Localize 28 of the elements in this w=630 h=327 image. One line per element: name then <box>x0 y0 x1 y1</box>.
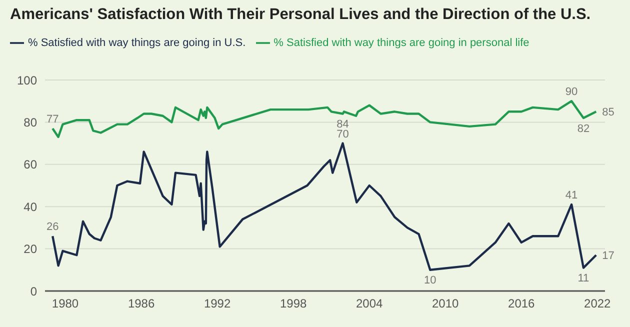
annotation: 77 <box>46 114 59 126</box>
annotation: 10 <box>424 274 436 287</box>
y-tick-label: 80 <box>24 115 38 130</box>
y-tick-label: 40 <box>24 200 38 214</box>
x-tick-label: 2004 <box>356 296 384 311</box>
y-tick-label: 100 <box>16 73 38 88</box>
annotation: 26 <box>46 221 59 234</box>
x-tick-label: 2022 <box>584 296 612 311</box>
annotation: 11 <box>578 272 590 285</box>
annotation: 70 <box>336 128 349 140</box>
legend-label: % Satisfied with way things are going in U.S. <box>28 36 246 49</box>
annotation: 85 <box>602 106 614 119</box>
annotation: 90 <box>565 86 578 98</box>
y-tick-label: 60 <box>24 158 38 172</box>
x-tick-label: 2016 <box>508 296 536 311</box>
y-tick-label: 20 <box>24 242 38 256</box>
annotation: 82 <box>577 122 590 135</box>
x-tick-label: 1980 <box>52 296 79 311</box>
annotation: 84 <box>336 118 349 131</box>
chart-title: Americans' Satisfaction With Their Personal Lives and the Direction of the U.S. <box>10 6 591 24</box>
annotation: 41 <box>565 189 578 202</box>
y-tick-label: 0 <box>30 284 38 298</box>
x-tick-label: 1992 <box>204 296 231 311</box>
x-tick-label: 1986 <box>128 296 155 311</box>
x-tick-label: 1998 <box>280 296 307 311</box>
x-tick-label: 2010 <box>432 296 460 311</box>
annotation: 17 <box>602 250 614 262</box>
legend-label: % Satisfied with way things are going in personal life <box>274 36 530 49</box>
